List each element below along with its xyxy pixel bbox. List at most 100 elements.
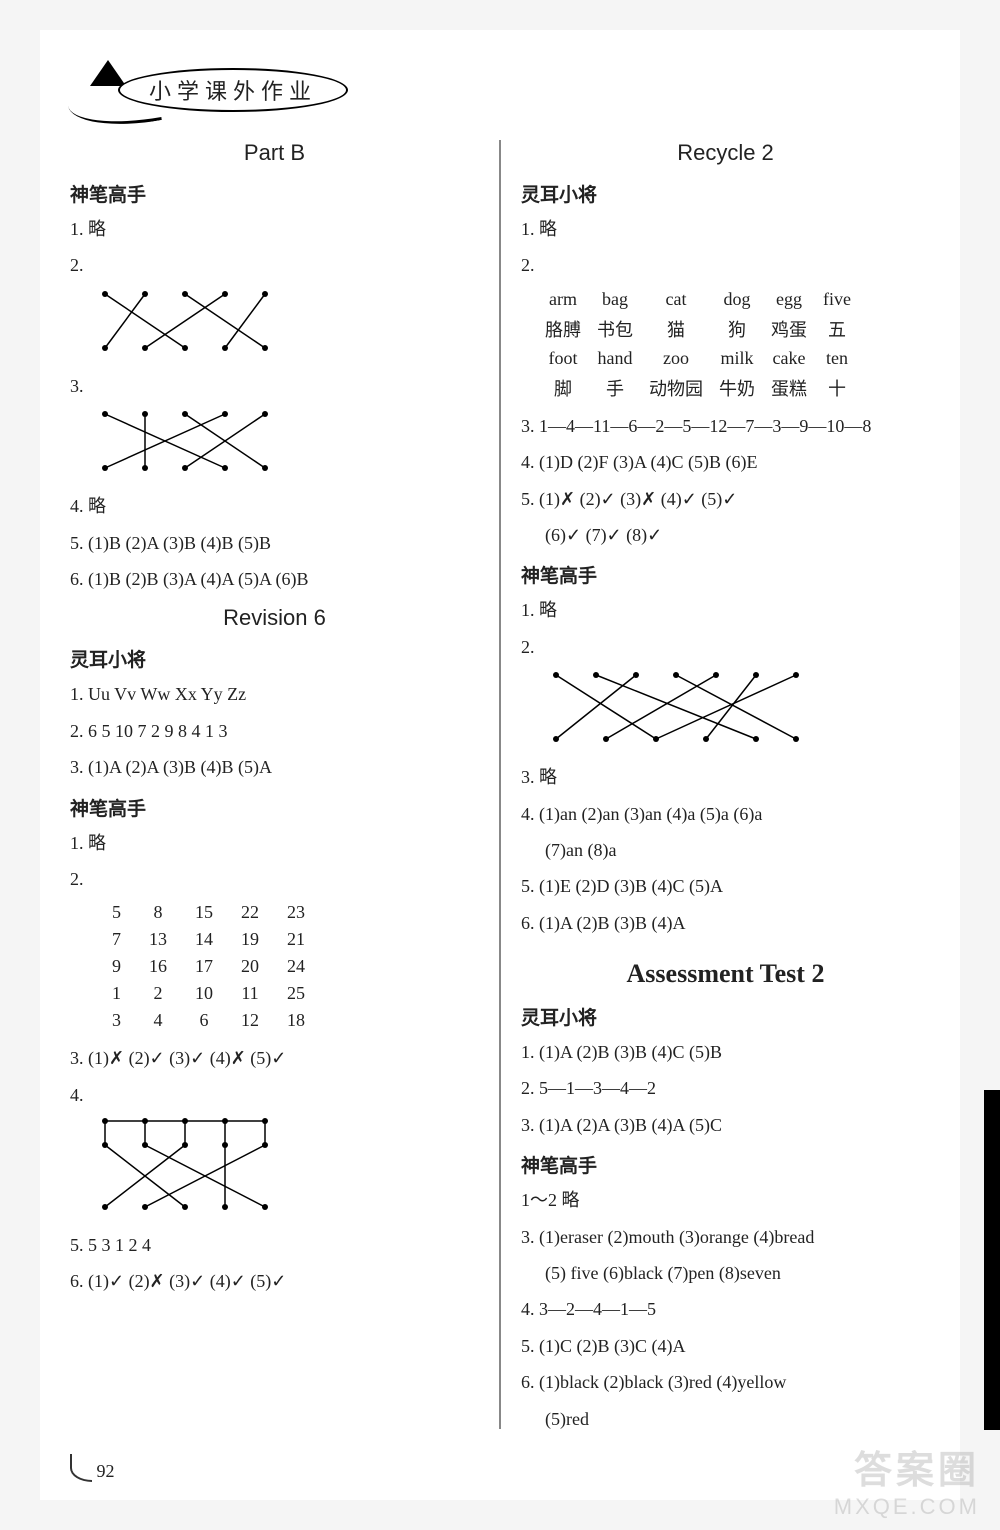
pb-item-2-label: 2. [70,249,479,281]
vocab-cell: 五 [815,313,859,345]
match-diagram-pb2 [90,286,280,366]
pb-item-6: 6. (1)B (2)B (3)A (4)A (5)A (6)B [70,563,479,595]
part-b-heading: Part B [70,140,479,166]
section-linger-2: 灵耳小将 [521,180,930,207]
grid-cell: 23 [273,899,319,926]
grid-cell: 2 [135,980,181,1007]
rc-3: 3. 1—4—11—6—2—5—12—7—3—9—10—8 [521,410,930,442]
r6s-2-label: 2. [70,863,479,895]
column-divider [499,140,501,1429]
at-l2: 2. 5—1—3—4—2 [521,1072,930,1104]
pb-item-3-label: 3. [70,370,479,402]
r6l-2: 2. 6 5 10 7 2 9 8 4 1 3 [70,715,479,747]
left-column: Part B 神笔高手 1. 略 2. 3. 4. 略 5. (1)B (2)A… [70,130,479,1439]
vocab-cell: 十 [815,372,859,404]
vocab-cell: 动物园 [641,372,711,404]
grid-cell: 13 [135,926,181,953]
vocab-cell: arm [537,286,589,313]
vocab-cell: 脚 [537,372,589,404]
revision-6-heading: Revision 6 [70,605,479,631]
vocab-cell: cake [763,345,815,372]
grid-cell: 6 [181,1007,227,1034]
grid-cell: 19 [227,926,273,953]
grid-cell: 7 [98,926,135,953]
grid-cell: 22 [227,899,273,926]
grid-cell: 4 [135,1007,181,1034]
at-s5: 5. (1)C (2)B (3)C (4)A [521,1330,930,1362]
r6s-6: 6. (1)✓ (2)✗ (3)✓ (4)✓ (5)✓ [70,1265,479,1297]
section-linger-3: 灵耳小将 [521,1003,930,1030]
at-s3b: (5) five (6)black (7)pen (8)seven [521,1257,930,1289]
at-s12: 1～2 略 [521,1184,930,1216]
grid-cell: 21 [273,926,319,953]
banner-title: 小学课外作业 [118,68,348,112]
watermark-en: MXQE.COM [834,1494,980,1520]
match-diagram-rs2 [541,667,811,757]
section-linger-1: 灵耳小将 [70,645,479,672]
grid-cell: 3 [98,1007,135,1034]
section-shenbi-3: 神笔高手 [521,561,930,588]
section-shenbi-2: 神笔高手 [70,794,479,821]
vocab-cell: 胳膊 [537,313,589,345]
grid-cell: 12 [227,1007,273,1034]
grid-cell: 14 [181,926,227,953]
grid-cell: 8 [135,899,181,926]
r6s-3: 3. (1)✗ (2)✓ (3)✓ (4)✗ (5)✓ [70,1042,479,1074]
grid-cell: 18 [273,1007,319,1034]
grid-cell: 15 [181,899,227,926]
vocab-table: armbagcatdogeggfive胳膊书包猫狗鸡蛋五foothandzoom… [537,286,859,404]
at-l3: 3. (1)A (2)A (3)B (4)A (5)C [521,1109,930,1141]
grid-cell: 5 [98,899,135,926]
assessment-test-2-heading: Assessment Test 2 [521,959,930,989]
page-number: 92 [70,1454,115,1482]
page-number-deco-icon [70,1454,92,1482]
vocab-cell: dog [711,286,763,313]
page-number-value: 92 [97,1461,115,1481]
rs-5: 5. (1)E (2)D (3)B (4)C (5)A [521,870,930,902]
vocab-cell: five [815,286,859,313]
watermark: 答案圈 MXQE.COM [834,1439,980,1520]
rs-4b: (7)an (8)a [521,834,930,866]
vocab-cell: 猫 [641,313,711,345]
at-l1: 1. (1)A (2)B (3)B (4)C (5)B [521,1036,930,1068]
match-diagram-r6s4 [90,1115,280,1225]
vocab-cell: 狗 [711,313,763,345]
rc-2-label: 2. [521,249,930,281]
grid-cell: 24 [273,953,319,980]
rs-4a: 4. (1)an (2)an (3)an (4)a (5)a (6)a [521,798,930,830]
grid-cell: 1 [98,980,135,1007]
vocab-cell: milk [711,345,763,372]
r6s-5: 5. 5 3 1 2 4 [70,1229,479,1261]
page-banner: 小学课外作业 [70,50,930,120]
rs-1: 1. 略 [521,594,930,626]
scan-edge-strip [984,1090,1000,1430]
rc-4: 4. (1)D (2)F (3)A (4)C (5)B (6)E [521,446,930,478]
grid-cell: 17 [181,953,227,980]
grid-cell: 25 [273,980,319,1007]
vocab-cell: ten [815,345,859,372]
watermark-cn: 答案圈 [854,1439,980,1494]
at-s3a: 3. (1)eraser (2)mouth (3)orange (4)bread [521,1221,930,1253]
rs-6: 6. (1)A (2)B (3)B (4)A [521,907,930,939]
vocab-cell: 手 [589,372,641,404]
rc-5a: 5. (1)✗ (2)✓ (3)✗ (4)✓ (5)✓ [521,483,930,515]
match-diagram-pb3 [90,406,280,486]
vocab-cell: 牛奶 [711,372,763,404]
grid-cell: 16 [135,953,181,980]
vocab-cell: 鸡蛋 [763,313,815,345]
pb-item-5: 5. (1)B (2)A (3)B (4)B (5)B [70,527,479,559]
vocab-cell: 书包 [589,313,641,345]
vocab-cell: hand [589,345,641,372]
vocab-cell: foot [537,345,589,372]
right-column: Recycle 2 灵耳小将 1. 略 2. armbagcatdogeggfi… [521,130,930,1439]
vocab-cell: 蛋糕 [763,372,815,404]
vocab-cell: bag [589,286,641,313]
at-s6b: (5)red [521,1403,930,1435]
at-s6a: 6. (1)black (2)black (3)red (4)yellow [521,1366,930,1398]
rc-5b: (6)✓ (7)✓ (8)✓ [521,519,930,551]
rc-1: 1. 略 [521,213,930,245]
rs-3: 3. 略 [521,761,930,793]
at-s4: 4. 3—2—4—1—5 [521,1293,930,1325]
r6l-1: 1. Uu Vv Ww Xx Yy Zz [70,678,479,710]
pb-item-1: 1. 略 [70,213,479,245]
